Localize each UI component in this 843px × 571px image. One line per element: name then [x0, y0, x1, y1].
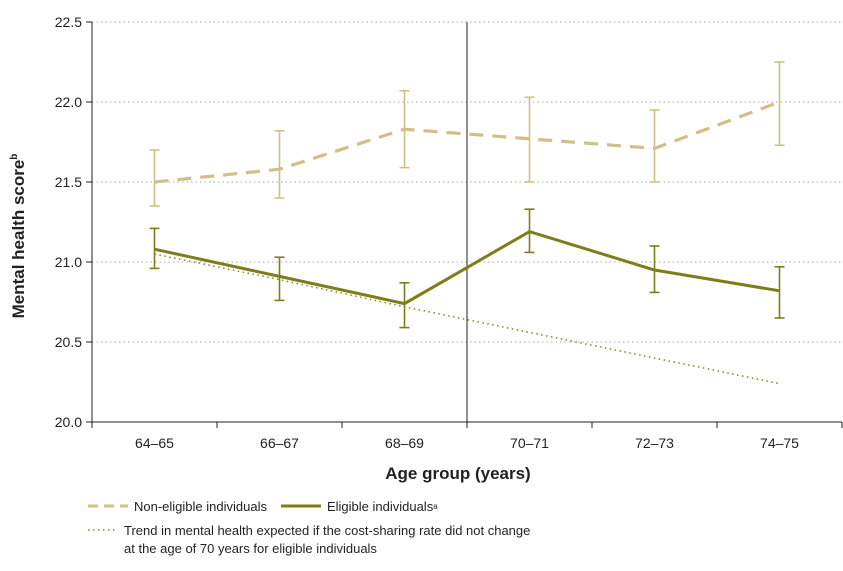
legend-label-eligible: Eligible individuals	[326, 498, 434, 514]
x-axis-title: Age group (years)	[385, 464, 530, 483]
x-tick-label: 68–69	[385, 435, 424, 451]
legend-label-eligible-superscript: a	[433, 501, 438, 511]
legend-item-trend: Trend in mental health expected if the c…	[88, 522, 828, 558]
legend-trend-line-2: at the age of 70 years for eligible indi…	[124, 541, 377, 556]
series-line-dashed	[154, 100, 781, 184]
y-tick-label: 21.0	[55, 254, 82, 270]
y-tick-label: 21.5	[55, 174, 82, 190]
mental-health-chart: 20.0 20.5 21.0 21.5 22.0 22.5 64–65 66–67 68–69…	[9, 14, 843, 483]
y-tick-label: 22.5	[55, 14, 82, 30]
x-tick-label: 66–67	[260, 435, 299, 451]
legend: Non-eligible individuals Eligible indivi…	[88, 496, 828, 558]
x-tick-label: 70–71	[510, 435, 549, 451]
legend-swatch-solid	[280, 501, 321, 511]
legend-item-non-eligible: Non-eligible individuals	[88, 499, 267, 514]
y-tick-label: 20.0	[55, 414, 82, 430]
y-axis-title-superscript: b	[9, 154, 20, 160]
legend-label-non-eligible: Non-eligible individuals	[134, 498, 267, 514]
y-axis-title: Mental health scoreb	[9, 154, 28, 319]
legend-swatch-dashed	[88, 501, 128, 511]
x-tick-label: 74–75	[760, 435, 799, 451]
legend-row-1: Non-eligible individuals Eligible indivi…	[88, 496, 828, 516]
series-group	[149, 61, 785, 385]
y-tick-label: 20.5	[55, 334, 82, 350]
legend-swatch-dotted	[88, 525, 118, 535]
series-line-dotted	[154, 253, 780, 385]
x-tick-label: 64–65	[135, 435, 174, 451]
legend-label-trend: Trend in mental health expected if the c…	[124, 522, 594, 558]
legend-item-eligible: Eligible individuals a	[280, 498, 438, 514]
axes	[86, 21, 843, 428]
y-tick-label: 22.0	[55, 94, 82, 110]
x-tick-label: 72–73	[635, 435, 674, 451]
x-tick-labels: 64–65 66–67 68–69 70–71 72–73 74–75	[135, 435, 799, 451]
y-tick-labels: 20.0 20.5 21.0 21.5 22.0 22.5	[55, 14, 82, 430]
y-axis-title-text: Mental health score	[9, 160, 28, 319]
series-line-solid	[154, 229, 780, 306]
legend-trend-line-1: Trend in mental health expected if the c…	[124, 523, 531, 538]
